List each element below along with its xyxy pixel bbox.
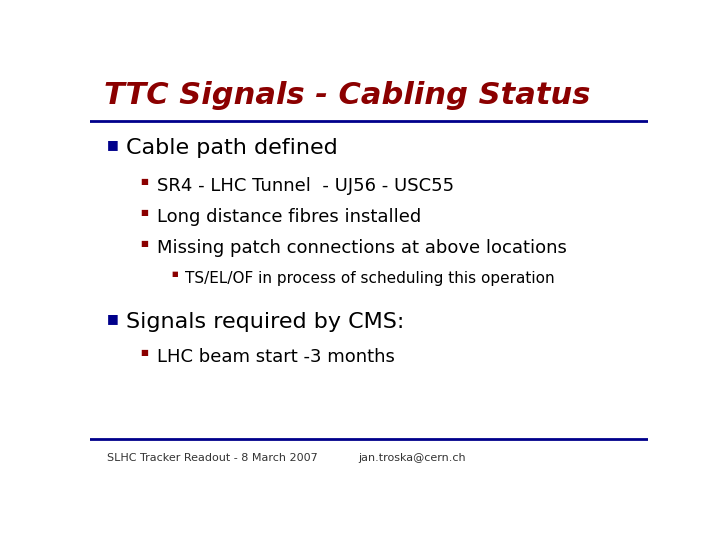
Text: ■: ■ <box>140 348 148 356</box>
Text: TTC Signals - Cabling Status: TTC Signals - Cabling Status <box>104 82 590 111</box>
Text: ■: ■ <box>171 271 178 276</box>
Text: TS/EL/OF in process of scheduling this operation: TS/EL/OF in process of scheduling this o… <box>185 271 554 286</box>
Text: ■: ■ <box>140 239 148 248</box>
Text: ■: ■ <box>140 177 148 186</box>
Text: Missing patch connections at above locations: Missing patch connections at above locat… <box>157 239 567 258</box>
Text: ■: ■ <box>140 208 148 217</box>
Text: LHC beam start -3 months: LHC beam start -3 months <box>157 348 395 366</box>
Text: Long distance fibres installed: Long distance fibres installed <box>157 208 421 226</box>
Text: ■: ■ <box>107 312 119 325</box>
Text: SR4 - LHC Tunnel  - UJ56 - USC55: SR4 - LHC Tunnel - UJ56 - USC55 <box>157 177 454 195</box>
Text: SLHC Tracker Readout - 8 March 2007: SLHC Tracker Readout - 8 March 2007 <box>107 453 318 463</box>
Text: ■: ■ <box>107 138 119 151</box>
Text: Signals required by CMS:: Signals required by CMS: <box>126 312 405 332</box>
Text: Cable path defined: Cable path defined <box>126 138 338 158</box>
Text: jan.troska@cern.ch: jan.troska@cern.ch <box>358 453 465 463</box>
